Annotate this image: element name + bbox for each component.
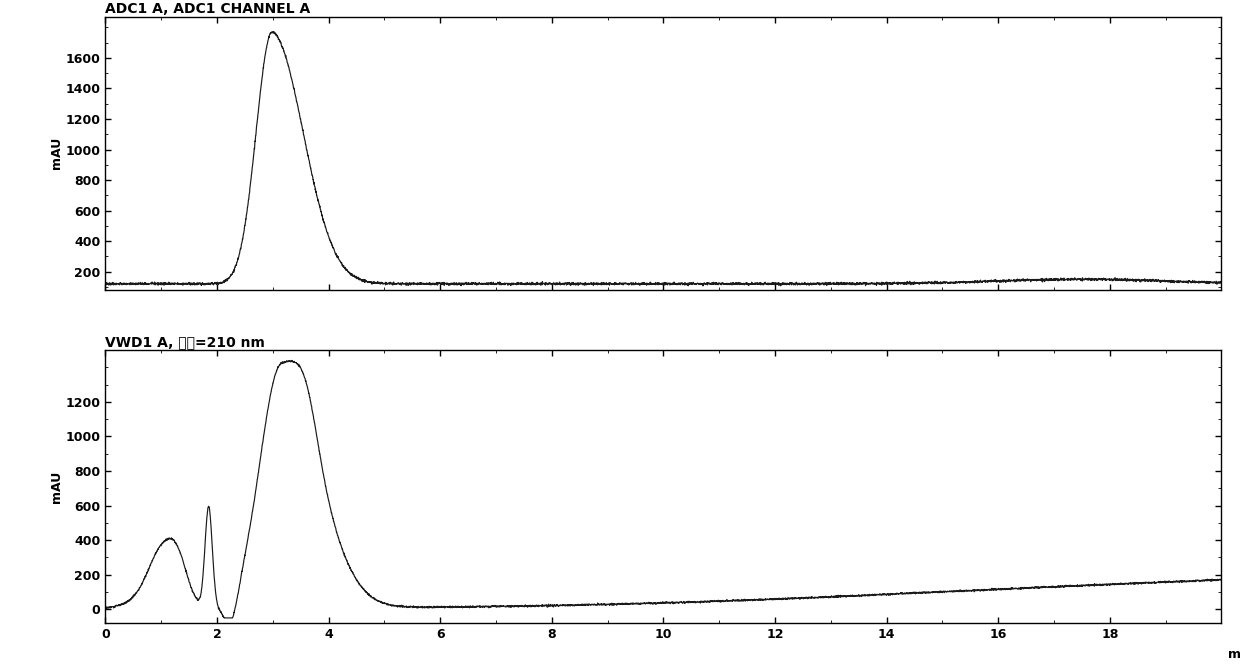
Y-axis label: mAU: mAU [50, 137, 63, 170]
Text: VWD1 A, 波长=210 nm: VWD1 A, 波长=210 nm [105, 335, 265, 349]
Text: ADC1 A, ADC1 CHANNEL A: ADC1 A, ADC1 CHANNEL A [105, 1, 311, 15]
Text: min: min [1229, 648, 1240, 661]
Y-axis label: mAU: mAU [50, 470, 63, 502]
